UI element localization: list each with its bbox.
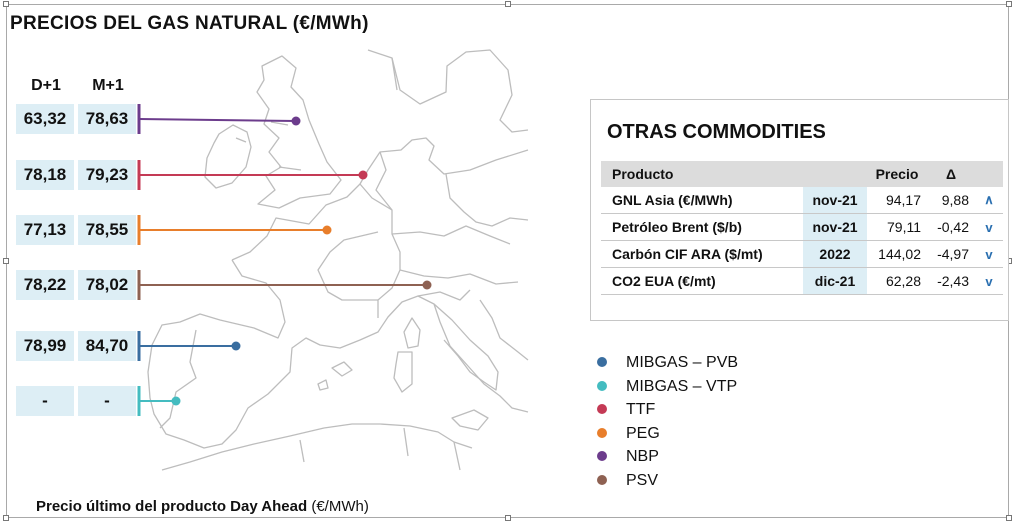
legend-label: MIBGAS – PVB	[626, 354, 739, 371]
legend-dot	[597, 451, 607, 462]
commodity-product: CO2 EUA (€/mt)	[601, 267, 803, 295]
hub-dot-psv	[422, 280, 432, 290]
legend-label: PEG	[626, 424, 660, 442]
price-d1-mibgas-pvb: 78,99	[16, 331, 74, 361]
hub-dot-peg	[322, 225, 332, 235]
price-d1-mibgas-vtp: -	[16, 386, 74, 416]
header-delta: Δ	[927, 161, 975, 187]
resize-handle-bottom-right[interactable]	[1006, 515, 1012, 521]
price-d1-psv: 78,22	[16, 270, 74, 300]
hub-dot-mibgas-pvb	[231, 341, 241, 351]
hub-dot-nbp	[291, 116, 301, 126]
commodity-price: 144,02	[867, 240, 927, 268]
price-m1-nbp: 78,63	[78, 104, 136, 134]
price-connectors	[137, 104, 432, 416]
price-m1-ttf: 79,23	[78, 160, 136, 190]
header-period	[803, 161, 867, 187]
column-header-m1: M+1	[92, 77, 124, 94]
commodity-row: GNL Asia (€/MWh) nov-21 94,17 9,88 ∧	[601, 187, 1003, 214]
legend-label: TTF	[626, 401, 656, 419]
commodity-delta: 9,88	[927, 187, 975, 214]
footer-label: Precio último del producto Day Ahead	[36, 498, 312, 515]
commodity-row: CO2 EUA (€/mt) dic-21 62,28 -2,43 v	[601, 267, 1003, 295]
commodities-title: OTRAS COMMODITIES	[607, 121, 826, 143]
price-m1-peg: 78,55	[78, 215, 136, 245]
commodity-period: dic-21	[803, 267, 867, 295]
hub-dot-mibgas-vtp	[171, 396, 181, 406]
price-m1-psv: 78,02	[78, 270, 136, 300]
commodity-row: Carbón CIF ARA ($/mt) 2022 144,02 -4,97 v	[601, 240, 1003, 268]
commodity-period: nov-21	[803, 213, 867, 241]
trend-down-icon: v	[975, 240, 1003, 268]
price-m1-mibgas-vtp: -	[78, 386, 136, 416]
header-trend	[975, 161, 1003, 187]
trend-down-icon: v	[975, 213, 1003, 241]
price-d1-ttf: 78,18	[16, 160, 74, 190]
commodity-delta: -0,42	[927, 213, 975, 241]
commodity-product: Petróleo Brent ($/b)	[601, 213, 803, 241]
legend-label: MIBGAS – VTP	[626, 377, 738, 395]
resize-handle-middle-left[interactable]	[3, 258, 9, 264]
resize-handle-bottom-middle[interactable]	[505, 515, 511, 521]
commodity-delta: -2,43	[927, 267, 975, 295]
hub-dot-ttf	[358, 170, 368, 180]
connector-line-nbp	[138, 118, 297, 122]
column-header-d1: D+1	[31, 77, 61, 94]
footer-note: Precio último del producto Day Ahead (€/…	[36, 498, 369, 515]
resize-handle-top-right[interactable]	[1006, 1, 1012, 7]
trend-down-icon: v	[975, 267, 1003, 295]
legend-dot	[597, 404, 607, 415]
commodities-table: Producto Precio Δ GNL Asia (€/MWh) nov-21…	[601, 161, 1003, 295]
commodity-row: Petróleo Brent ($/b) nov-21 79,11 -0,42 v	[601, 213, 1003, 241]
map-outlines	[147, 49, 529, 471]
commodity-price: 62,28	[867, 267, 927, 295]
resize-handle-bottom-left[interactable]	[3, 515, 9, 521]
commodity-delta: -4,97	[927, 240, 975, 268]
price-m1-mibgas-pvb: 84,70	[78, 331, 136, 361]
trend-up-icon: ∧	[975, 187, 1003, 214]
price-d1-nbp: 63,32	[16, 104, 74, 134]
header-product: Producto	[601, 161, 803, 187]
legend-dot	[597, 475, 607, 485]
price-d1-peg: 77,13	[16, 215, 74, 245]
legend-dot	[597, 427, 607, 438]
commodity-product: GNL Asia (€/MWh)	[601, 187, 803, 214]
resize-handle-top-left[interactable]	[3, 1, 9, 7]
legend-dot	[597, 357, 607, 367]
commodity-period: 2022	[803, 240, 867, 268]
commodity-price: 94,17	[867, 187, 927, 214]
legend-label: NBP	[626, 448, 659, 466]
commodity-period: nov-21	[803, 187, 867, 214]
legend-label: PSV	[626, 472, 659, 489]
legend-dot	[597, 380, 607, 391]
page-title: PRECIOS DEL GAS NATURAL (€/MWh)	[10, 13, 369, 34]
resize-handle-top-middle[interactable]	[505, 1, 511, 7]
commodities-header-row: Producto Precio Δ	[601, 161, 1003, 187]
header-price: Precio	[867, 161, 927, 187]
footer-unit: (€/MWh)	[311, 498, 369, 515]
commodity-price: 79,11	[867, 213, 927, 241]
commodity-product: Carbón CIF ARA ($/mt)	[601, 240, 803, 268]
